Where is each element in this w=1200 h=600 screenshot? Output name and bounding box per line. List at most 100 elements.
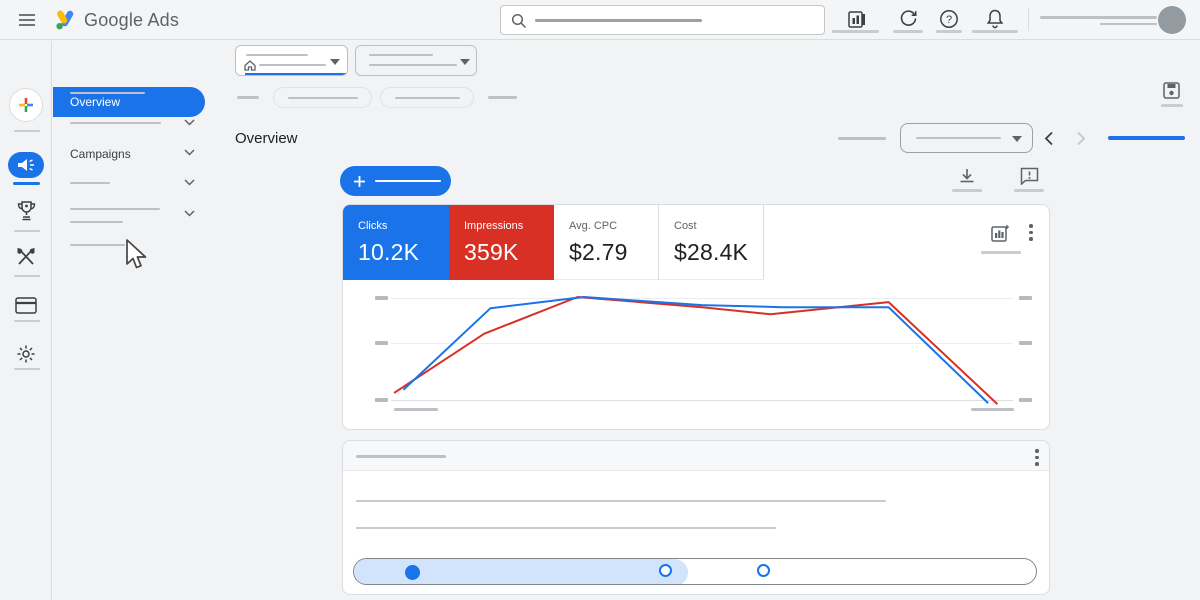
gridline-top	[391, 298, 1013, 299]
rail-item-goals[interactable]	[16, 200, 37, 222]
clicks-series-line	[402, 296, 989, 404]
topbar-divider	[1028, 8, 1029, 31]
filter-chip-1[interactable]	[273, 87, 372, 108]
gridline-middle	[391, 343, 1013, 344]
view-selector-line1-redacted	[369, 54, 433, 56]
scorecard-cost-value: $28.4K	[674, 239, 749, 265]
chevron-down-icon[interactable]	[183, 209, 196, 218]
plus-icon	[354, 175, 365, 187]
mouse-cursor	[126, 239, 147, 269]
new-campaign-button[interactable]	[340, 166, 451, 196]
search-input[interactable]	[500, 5, 825, 35]
new-campaign-label-redacted	[375, 179, 441, 183]
stepper-dot-3[interactable]	[757, 564, 770, 577]
refresh-icon[interactable]	[899, 9, 918, 28]
help-icon[interactable]: ?	[939, 9, 959, 29]
chevron-down-icon[interactable]	[183, 178, 196, 187]
create-plus-icon	[19, 98, 33, 112]
insights-icon[interactable]	[847, 9, 867, 29]
navigation-rail	[0, 41, 52, 600]
date-label-redacted	[838, 137, 886, 140]
rail-item-settings[interactable]	[16, 344, 36, 364]
y-tick-right-redacted	[1019, 341, 1032, 345]
y-tick-left-redacted	[375, 398, 388, 402]
nav-item-redacted-5[interactable]	[70, 244, 125, 246]
account-selector-dropdown[interactable]	[235, 45, 348, 76]
recommendations-card	[342, 440, 1050, 595]
x-axis-label-right-redacted	[971, 408, 1014, 411]
billing-icon	[15, 297, 37, 314]
y-tick-left-redacted	[375, 341, 388, 345]
y-tick-left-redacted	[375, 296, 388, 300]
scorecard-clicks[interactable]: Clicks 10.2K	[343, 205, 449, 280]
settings-gear-icon	[17, 345, 35, 363]
stepper-dot-1-active[interactable]	[405, 565, 420, 580]
line-chart[interactable]	[391, 291, 1013, 409]
home-icon	[244, 60, 256, 71]
scorecard-clicks-label: Clicks	[358, 220, 388, 232]
settings-label-redacted	[14, 368, 40, 370]
recommendation-text-line2-redacted	[356, 527, 776, 529]
date-range-dropdown[interactable]	[900, 123, 1033, 153]
filter-label-redacted	[237, 96, 259, 99]
tools-icon	[17, 248, 35, 265]
recommendation-text-line1-redacted	[356, 500, 886, 502]
download-icon[interactable]	[958, 167, 976, 185]
nav-item-redacted-4-line2[interactable]	[70, 221, 123, 223]
show-more-link-redacted[interactable]	[1108, 136, 1185, 140]
billing-label-redacted	[14, 320, 40, 322]
menu-icon[interactable]	[18, 13, 36, 27]
search-icon	[511, 13, 527, 29]
chevron-down-icon[interactable]	[183, 118, 196, 127]
account-name-redacted	[1040, 16, 1157, 19]
card-overflow-menu-icon[interactable]	[1035, 449, 1039, 466]
impressions-series-line	[393, 296, 999, 405]
gridline-bottom	[391, 400, 1013, 401]
overview-chart-card: Clicks 10.2K Impressions 359K Avg. CPC $…	[342, 204, 1050, 430]
card-overflow-menu-icon[interactable]	[1029, 224, 1033, 241]
feedback-icon[interactable]	[1020, 167, 1039, 185]
account-selector-line1-redacted	[246, 54, 308, 56]
help-label-redacted	[936, 30, 962, 33]
scorecard-impressions-value: 359K	[464, 239, 519, 265]
notifications-label-redacted	[972, 30, 1018, 33]
create-label-redacted	[14, 130, 40, 132]
previous-period-chevron-icon[interactable]	[1044, 131, 1054, 146]
rail-item-billing[interactable]	[15, 297, 37, 314]
nav-item-redacted-1[interactable]	[70, 92, 145, 94]
account-selector-line2-redacted	[259, 64, 326, 66]
rail-selected-indicator	[13, 182, 40, 185]
create-button[interactable]	[9, 88, 43, 122]
page-title: Overview	[235, 130, 298, 147]
optimization-progress-stepper[interactable]	[353, 558, 1037, 585]
campaigns-megaphone-icon	[18, 159, 34, 171]
recommendations-title-redacted	[356, 455, 446, 458]
svg-text:?: ?	[946, 14, 952, 26]
scorecard-avg-cpc[interactable]: Avg. CPC $2.79	[554, 205, 659, 280]
chart-type-icon[interactable]	[991, 224, 1010, 243]
rail-item-tools[interactable]	[15, 246, 37, 268]
nav-item-redacted-4-line1[interactable]	[70, 208, 160, 210]
refresh-label-redacted	[893, 30, 923, 33]
chevron-down-icon[interactable]	[183, 148, 196, 157]
filter-more-redacted	[488, 96, 517, 99]
avatar[interactable]	[1158, 6, 1186, 34]
stepper-dot-2[interactable]	[659, 564, 672, 577]
dropdown-caret-icon	[330, 59, 340, 65]
view-selector-line2-redacted	[369, 64, 457, 66]
view-selector-dropdown[interactable]	[355, 45, 477, 76]
filter-chip-2[interactable]	[380, 87, 474, 108]
nav-item-redacted-2[interactable]	[70, 122, 161, 124]
nav-item-campaigns[interactable]: Campaigns	[70, 147, 131, 161]
scorecard-impressions[interactable]: Impressions 359K	[449, 205, 554, 280]
save-icon[interactable]	[1163, 82, 1180, 99]
save-label-redacted	[1161, 104, 1183, 107]
y-tick-right-redacted	[1019, 296, 1032, 300]
next-period-chevron-icon[interactable]	[1076, 131, 1086, 146]
scorecard-impressions-label: Impressions	[464, 220, 524, 232]
scorecard-cost[interactable]: Cost $28.4K	[659, 205, 764, 280]
notifications-icon[interactable]	[985, 8, 1005, 29]
rail-item-campaigns[interactable]	[8, 152, 44, 178]
insights-label-redacted	[832, 30, 879, 33]
nav-item-redacted-3[interactable]	[70, 182, 110, 184]
